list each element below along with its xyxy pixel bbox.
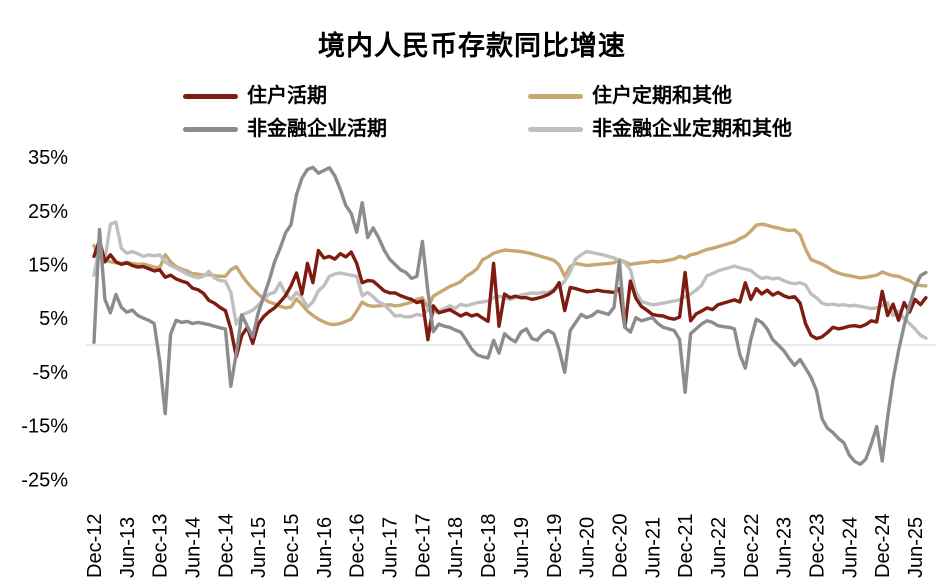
x-tick-label: Jun-19 <box>511 517 533 578</box>
x-tick-label: Dec-19 <box>544 514 566 578</box>
x-tick-label: Jun-16 <box>314 517 336 578</box>
chart-title: 境内人民币存款同比增速 <box>318 31 626 61</box>
y-tick-label: 25% <box>28 201 68 223</box>
legend-label-corporate-demand: 非金融企业活期 <box>247 118 387 140</box>
x-tick-label: Jun-13 <box>117 517 139 578</box>
legend-swatch-corporate-time <box>528 126 583 132</box>
x-tick-label: Jun-18 <box>445 517 467 578</box>
x-tick-label: Dec-17 <box>412 514 434 578</box>
x-tick-label: Dec-18 <box>478 514 500 578</box>
legend-item-corporate-demand: 非金融企业活期 <box>183 118 387 140</box>
legend-item-corporate-time: 非金融企业定期和其他 <box>528 118 792 140</box>
x-tick-label: Jun-24 <box>839 517 861 578</box>
legend-label-corporate-time: 非金融企业定期和其他 <box>592 118 792 140</box>
x-tick-label: Dec-21 <box>675 514 697 578</box>
x-tick-label: Dec-22 <box>741 514 763 578</box>
legend-swatch-corporate-demand <box>183 126 238 132</box>
x-tick-label: Jun-23 <box>774 517 796 578</box>
y-tick-label: 35% <box>28 147 68 169</box>
y-tick-label: 5% <box>39 308 68 330</box>
x-tick-label: Dec-14 <box>215 514 237 578</box>
x-tick-label: Jun-20 <box>577 517 599 578</box>
legend-swatch-households-time <box>528 93 583 99</box>
legend-item-households-demand: 住户活期 <box>183 85 327 107</box>
legend-item-households-time: 住户定期和其他 <box>528 85 732 107</box>
x-tick-label: Jun-17 <box>380 517 402 578</box>
series-line-0 <box>92 238 928 359</box>
y-tick-label: 15% <box>28 254 68 276</box>
x-tick-label: Dec-15 <box>281 514 303 578</box>
legend-label-households-time: 住户定期和其他 <box>592 85 732 107</box>
x-tick-label: Dec-12 <box>84 514 106 578</box>
x-tick-label: Dec-23 <box>806 514 828 578</box>
series-line-2 <box>92 165 928 466</box>
x-tick-label: Dec-24 <box>872 514 894 578</box>
y-tick-label: -5% <box>32 362 68 384</box>
legend-swatch-households-demand <box>183 93 238 99</box>
series-line-1 <box>92 222 928 327</box>
x-tick-label: Jun-21 <box>642 517 664 578</box>
x-tick-label: Dec-16 <box>347 514 369 578</box>
legend-label-households-demand: 住户活期 <box>247 85 327 107</box>
x-tick-label: Dec-20 <box>609 514 631 578</box>
x-tick-label: Dec-13 <box>150 514 172 578</box>
y-tick-label: -25% <box>21 469 68 491</box>
x-tick-label: Jun-25 <box>905 517 927 578</box>
x-tick-label: Jun-14 <box>183 517 205 578</box>
x-tick-label: Jun-22 <box>708 517 730 578</box>
x-tick-label: Jun-15 <box>248 517 270 578</box>
y-tick-label: -15% <box>21 416 68 438</box>
